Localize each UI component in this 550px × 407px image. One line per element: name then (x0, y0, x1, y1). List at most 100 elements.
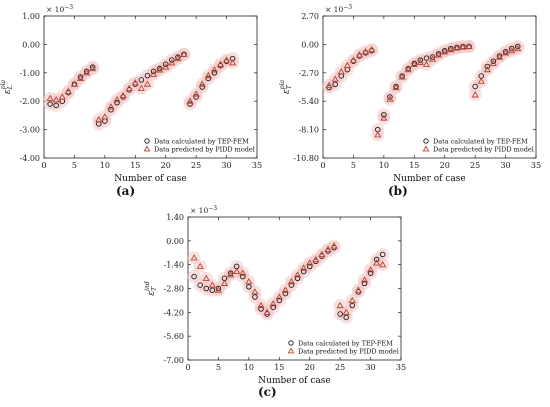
data-point-triangle (275, 293, 283, 300)
panel-label-c: (c) (258, 385, 277, 399)
y-tick-label: 0.00 (166, 237, 184, 246)
data-point-triangle (233, 267, 241, 275)
data-point-circle (484, 63, 491, 70)
y-tick-label: 0.00 (22, 40, 40, 49)
data-point-triangle (210, 66, 218, 73)
data-point-triangle (392, 83, 400, 91)
y-tick-label: 2.70 (301, 12, 319, 21)
data-point-circle (209, 287, 216, 293)
data-point-triangle (202, 274, 210, 281)
data-point-triangle (348, 296, 356, 303)
data-point-circle (270, 304, 276, 310)
data-point-circle (162, 61, 169, 68)
x-tick-label: 35 (252, 161, 262, 170)
data-point-triangle (300, 264, 308, 271)
marker-glow (189, 87, 203, 101)
data-point-triangle (76, 74, 85, 82)
x-tick-label: 10 (100, 161, 110, 170)
data-point-circle (108, 106, 114, 113)
sci-multiplier: × 10−3 (46, 4, 73, 14)
sci-multiplier: × 10−3 (325, 4, 352, 14)
data-point-circle (349, 302, 356, 309)
marker-glow (377, 111, 391, 125)
panel-label-a: (a) (116, 184, 136, 198)
data-point-triangle (131, 79, 139, 86)
data-point-circle (175, 54, 181, 60)
legend-marker-triangle (422, 145, 430, 152)
y-tick-label: -1.00 (19, 69, 40, 78)
y-axis-label: εTind (144, 281, 158, 296)
data-point-circle (77, 74, 84, 80)
data-point-circle (343, 314, 349, 321)
y-tick-label: -4.20 (163, 308, 184, 317)
data-point-circle (138, 77, 145, 83)
y-axis-label: εTpla (279, 79, 293, 94)
marker-glow (98, 110, 112, 124)
data-point-triangle (180, 50, 188, 57)
x-tick-label: 10 (244, 363, 254, 372)
data-point-triangle (514, 44, 522, 52)
data-point-triangle (214, 286, 223, 293)
marker-glow (177, 47, 191, 61)
y-tick-label: -1.40 (163, 261, 184, 270)
data-point-triangle (343, 61, 351, 68)
data-point-circle (514, 43, 521, 50)
marker-glow (365, 43, 379, 57)
data-point-triangle (204, 71, 212, 79)
marker-glow (371, 128, 385, 142)
data-point-triangle (168, 59, 176, 66)
y-tick-label: -7.00 (163, 356, 184, 365)
data-point-triangle (354, 286, 362, 293)
y-tick-label: -10.80 (293, 154, 319, 163)
data-point-triangle (208, 281, 216, 288)
data-point-circle (337, 311, 343, 317)
data-point-circle (361, 280, 368, 287)
data-point-triangle (113, 96, 121, 103)
y-tick-label: -3.00 (19, 126, 40, 135)
legend-marker-circle (423, 138, 429, 144)
marker-glow (474, 74, 488, 88)
data-point-circle (47, 101, 53, 107)
y-tick-label: -2.80 (163, 285, 184, 294)
legend-marker-triangle (287, 347, 295, 354)
data-point-triangle (312, 255, 320, 263)
data-point-triangle (374, 131, 382, 138)
marker-glow (345, 293, 359, 307)
data-point-circle (490, 58, 497, 64)
data-point-triangle (459, 43, 467, 50)
data-point-triangle (52, 96, 60, 103)
data-point-triangle (190, 254, 198, 261)
data-point-triangle (293, 271, 302, 278)
x-tick-label: 25 (191, 161, 201, 170)
data-point-triangle (366, 266, 375, 273)
data-point-circle (144, 72, 151, 79)
legend-marker-circle (288, 340, 294, 346)
data-point-triangle (107, 103, 115, 110)
data-point-circle (373, 256, 380, 263)
marker-glow (389, 81, 403, 95)
data-point-circle (240, 273, 246, 280)
y-tick-label: -4.00 (19, 154, 40, 163)
data-point-circle (199, 84, 205, 90)
data-point-circle (191, 273, 197, 280)
x-tick-label: 30 (365, 363, 375, 372)
data-point-circle (282, 290, 289, 297)
x-axis-label: Number of case (258, 376, 330, 386)
data-point-triangle (46, 94, 54, 101)
marker-glow (339, 305, 353, 319)
data-point-triangle (368, 45, 376, 53)
y-tick-label: 0.00 (301, 40, 319, 49)
data-point-triangle (331, 75, 339, 82)
data-point-triangle (137, 84, 145, 91)
data-point-triangle (380, 114, 388, 121)
data-point-triangle (325, 81, 333, 88)
data-point-triangle (477, 77, 485, 84)
x-tick-label: 15 (274, 363, 284, 372)
data-point-triangle (251, 288, 259, 295)
data-point-triangle (220, 279, 229, 286)
data-point-triangle (441, 48, 449, 55)
marker-glow (226, 56, 240, 70)
data-point-triangle (336, 301, 344, 309)
data-point-triangle (263, 308, 271, 315)
y-tick-label: -2.00 (19, 97, 40, 106)
